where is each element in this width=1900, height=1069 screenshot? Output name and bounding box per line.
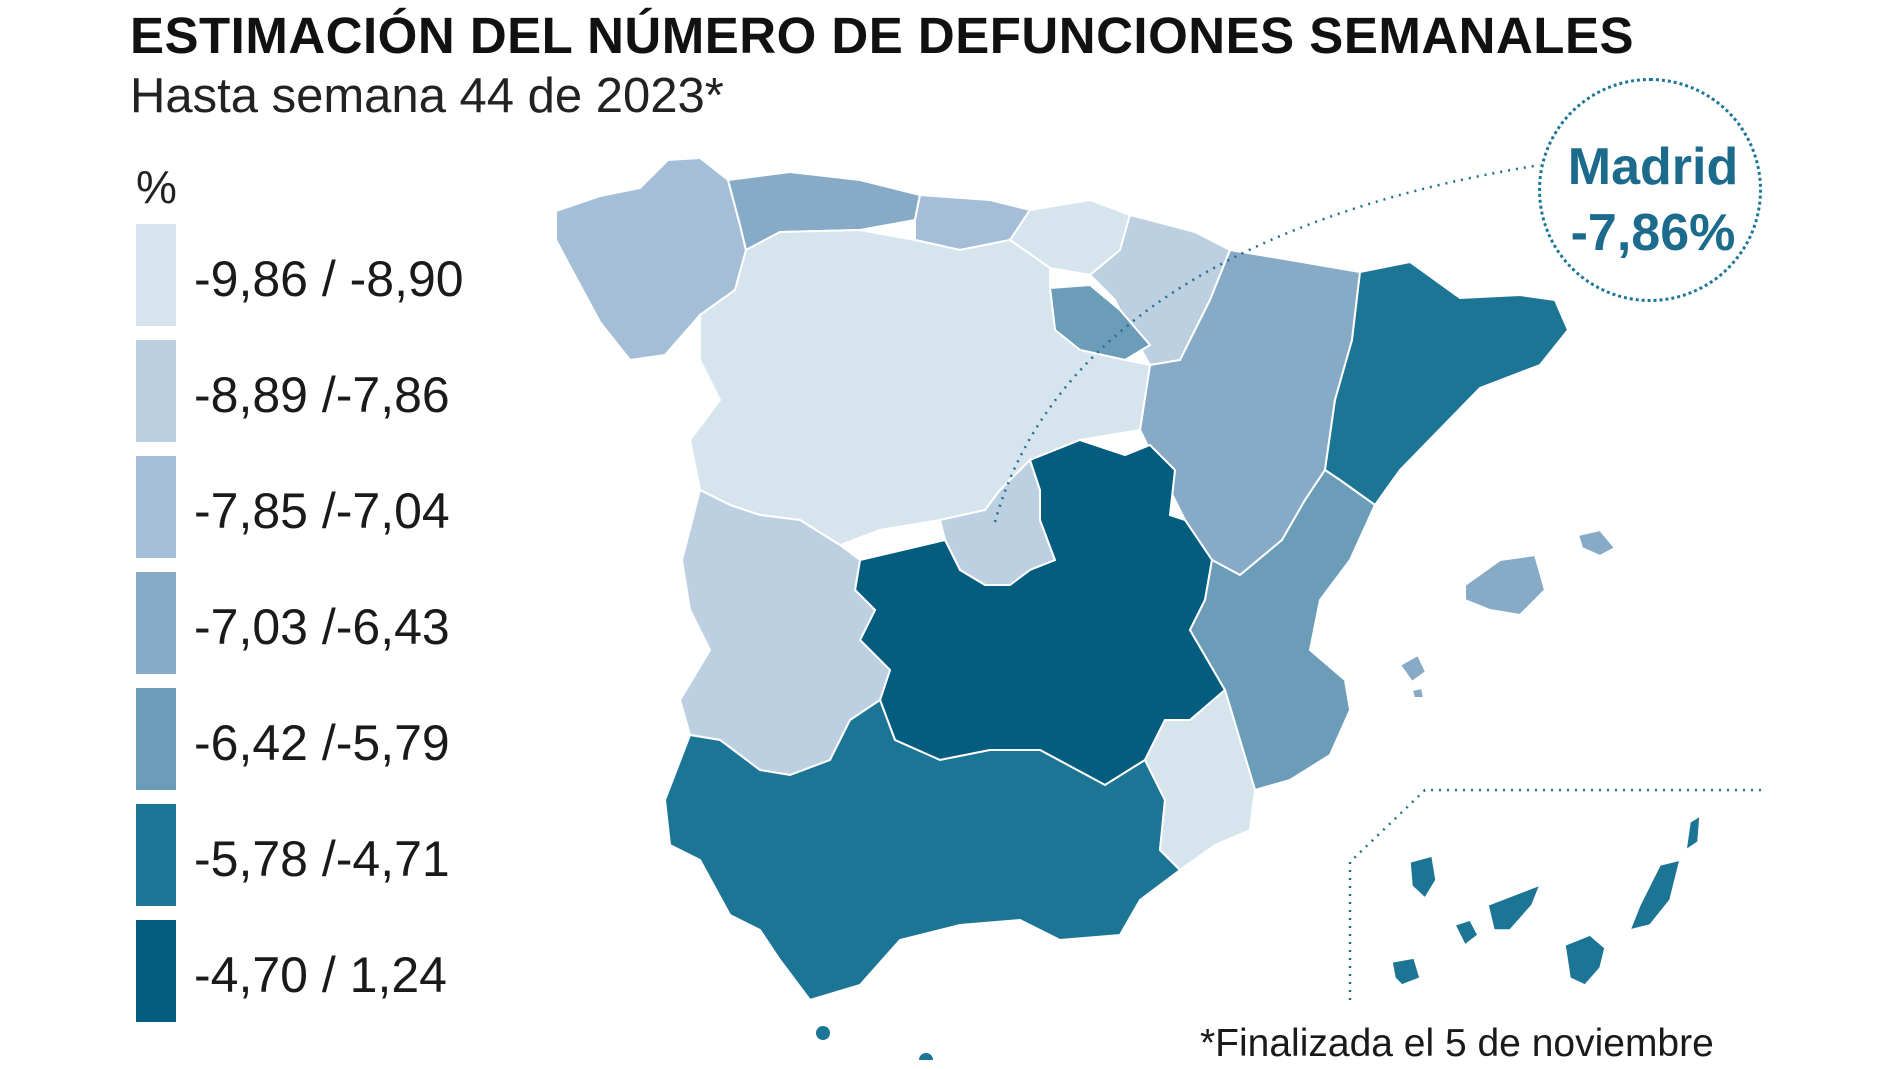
legend-label: -4,70 / 1,24: [194, 947, 447, 1003]
legend-swatch: [136, 340, 176, 442]
map-subtitle: Hasta semana 44 de 2023*: [130, 69, 724, 123]
legend-label: -8,89 /-7,86: [194, 367, 450, 423]
legend-label: -7,85 /-7,04: [194, 483, 450, 539]
region-melilla[interactable]: [919, 1053, 933, 1060]
legend-swatch: [136, 456, 176, 558]
legend-label: -9,86 / -8,90: [194, 251, 464, 307]
region-baleares[interactable]: [1398, 528, 1617, 699]
madrid-callout: Madrid -7,86%: [1538, 78, 1762, 302]
legend-unit: %: [136, 161, 177, 213]
legend-item: -7,03 /-6,43: [136, 572, 536, 674]
region-canarias[interactable]: [1391, 814, 1701, 986]
region-murcia[interactable]: [1143, 688, 1257, 872]
legend-swatch: [136, 804, 176, 906]
callout-leader-line: [993, 163, 1541, 523]
legend-swatch: [136, 224, 176, 326]
legend-label: -7,03 /-6,43: [194, 599, 450, 655]
footnote: *Finalizada el 5 de noviembre: [1200, 1022, 1714, 1065]
legend-swatch: [136, 572, 176, 674]
region-cataluna[interactable]: [1323, 260, 1570, 507]
region-ceuta[interactable]: [816, 1026, 830, 1040]
callout-region-name: Madrid: [1567, 138, 1739, 196]
legend-item: -5,78 /-4,71: [136, 804, 536, 906]
legend-item: -9,86 / -8,90: [136, 224, 536, 326]
spain-map: [555, 156, 1765, 1060]
legend-item: -7,85 /-7,04: [136, 456, 536, 558]
region-com-valenciana[interactable]: [1188, 468, 1377, 792]
legend-swatch: [136, 920, 176, 1022]
legend-label: -5,78 /-4,71: [194, 831, 450, 887]
region-asturias[interactable]: [726, 170, 922, 252]
legend-item: -6,42 /-5,79: [136, 688, 536, 790]
legend-label: -6,42 /-5,79: [194, 715, 450, 771]
map-title: ESTIMACIÓN DEL NÚMERO DE DEFUNCIONES SEM…: [130, 7, 1634, 64]
legend-swatch: [136, 688, 176, 790]
legend-item: -4,70 / 1,24: [136, 920, 536, 1022]
legend-item: -8,89 /-7,86: [136, 340, 536, 442]
callout-region-value: -7,86%: [1570, 204, 1736, 262]
